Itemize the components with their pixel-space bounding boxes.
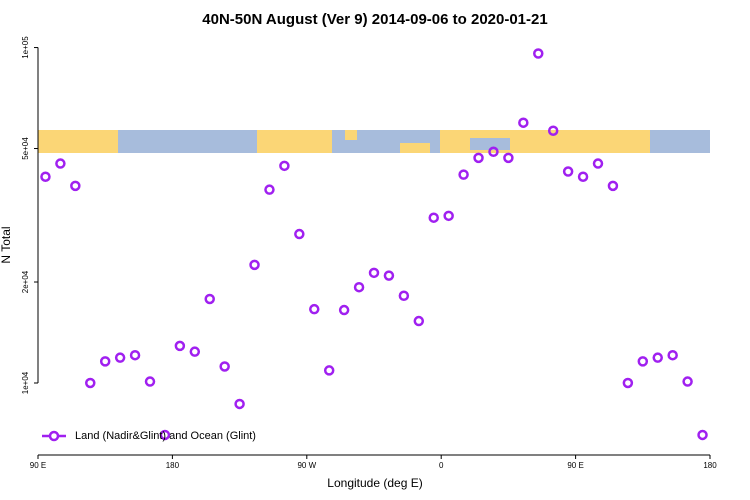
point xyxy=(55,158,66,169)
point xyxy=(159,429,171,441)
point xyxy=(85,377,96,389)
chart-title: 40N-50N August (Ver 9) 2014-09-06 to 202… xyxy=(202,11,547,28)
x-tick-label: 180 xyxy=(703,461,717,470)
x-tick-label: 0 xyxy=(439,461,444,470)
point xyxy=(323,365,335,376)
y-tick-label: 2e+04 xyxy=(21,270,30,293)
point xyxy=(607,180,619,192)
point xyxy=(234,398,245,410)
point xyxy=(577,171,589,182)
point xyxy=(518,117,529,128)
point xyxy=(174,340,186,352)
point xyxy=(667,349,678,361)
x-tick-label: 90 E xyxy=(30,461,46,470)
point xyxy=(622,377,634,389)
point xyxy=(488,146,499,158)
y-tick-label: 1e+04 xyxy=(21,371,30,394)
point xyxy=(637,356,649,367)
point xyxy=(533,48,544,59)
y-tick-label: 5e+04 xyxy=(21,137,30,160)
point xyxy=(338,304,350,316)
point xyxy=(592,158,604,169)
legend-marker xyxy=(48,430,60,442)
point xyxy=(428,212,439,223)
point xyxy=(443,210,454,222)
point xyxy=(503,152,514,164)
point xyxy=(189,346,201,357)
point xyxy=(458,169,469,180)
point xyxy=(204,293,215,305)
point xyxy=(129,349,141,361)
point xyxy=(652,352,663,363)
point xyxy=(249,259,260,271)
point xyxy=(294,228,305,240)
point xyxy=(682,376,693,387)
point xyxy=(473,152,484,164)
point xyxy=(383,270,395,281)
x-tick-label: 180 xyxy=(166,461,180,470)
point xyxy=(368,267,380,279)
point xyxy=(309,303,320,315)
point xyxy=(70,180,81,192)
point xyxy=(398,290,410,302)
point xyxy=(114,352,126,363)
x-tick-label: 90 E xyxy=(567,461,583,470)
point xyxy=(219,361,230,372)
x-tick-label: 90 W xyxy=(297,461,316,470)
point xyxy=(547,125,559,136)
point xyxy=(99,356,111,367)
point xyxy=(264,184,275,195)
point xyxy=(353,281,365,293)
x-axis-label: Longitude (deg E) xyxy=(327,476,422,490)
map-strip xyxy=(38,130,710,153)
point xyxy=(279,160,290,172)
point xyxy=(40,171,51,182)
y-tick-label: 1e+05 xyxy=(21,36,30,59)
y-axis-label: N Total xyxy=(0,226,13,263)
legend-label: Land (Nadir&Glint) and Ocean (Glint) xyxy=(75,430,256,442)
point xyxy=(562,166,574,177)
point xyxy=(413,315,425,327)
point xyxy=(697,429,708,441)
point xyxy=(144,376,156,387)
